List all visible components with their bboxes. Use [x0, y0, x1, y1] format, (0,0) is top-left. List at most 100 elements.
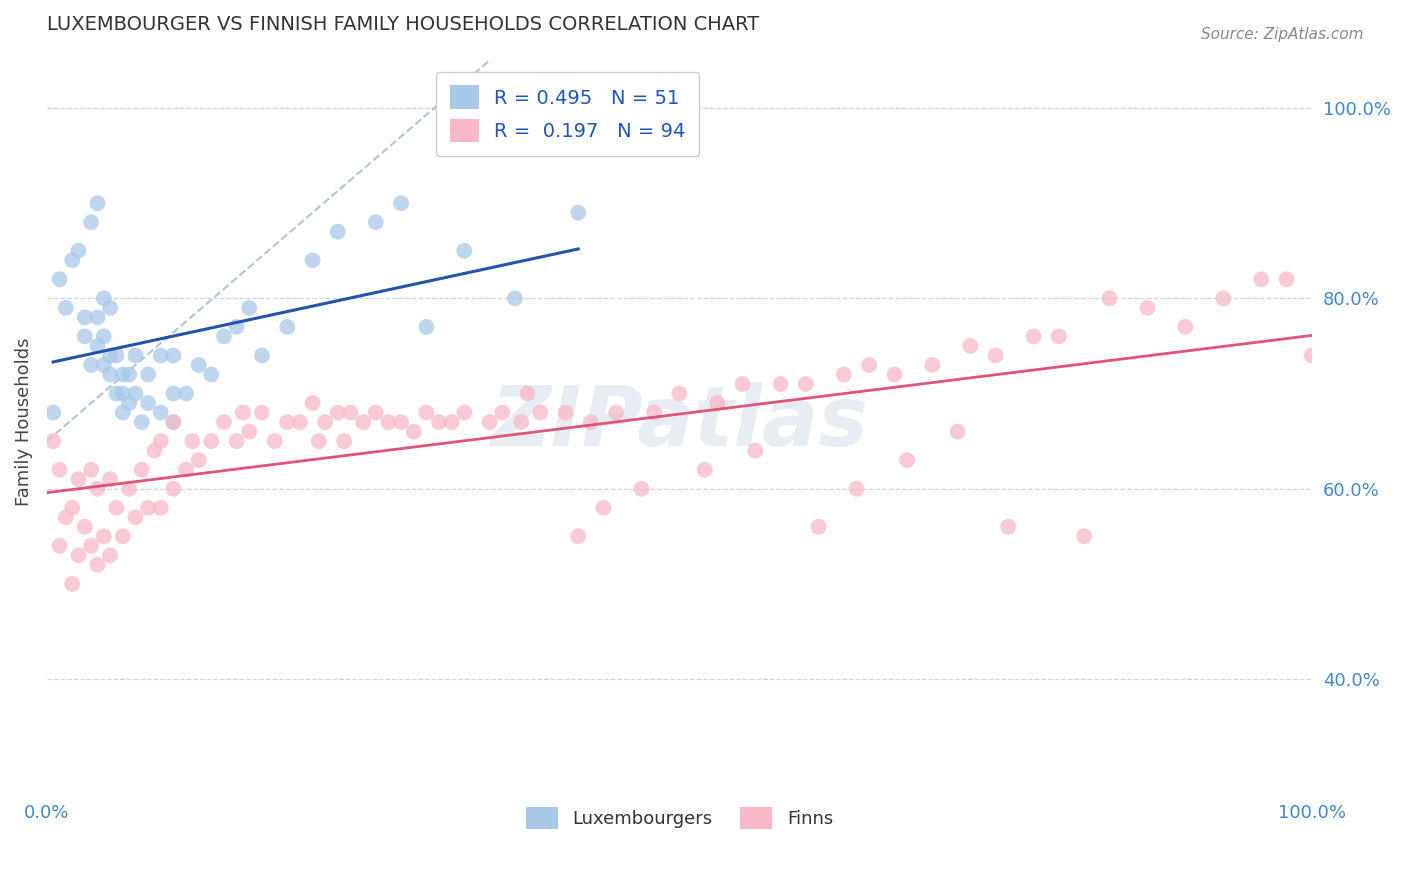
Point [643, 406, 665, 420]
Point [440, 415, 463, 429]
Point [276, 319, 298, 334]
Point [706, 396, 728, 410]
Point [1136, 301, 1159, 315]
Point [510, 415, 533, 429]
Point [832, 368, 855, 382]
Point [86, 558, 108, 572]
Point [225, 319, 247, 334]
Point [1174, 319, 1197, 334]
Point [143, 443, 166, 458]
Point [124, 510, 146, 524]
Point [984, 348, 1007, 362]
Point [1073, 529, 1095, 543]
Point [174, 463, 197, 477]
Point [377, 415, 399, 429]
Point [111, 368, 134, 382]
Point [149, 434, 172, 449]
Point [478, 415, 501, 429]
Text: ZIPatlas: ZIPatlas [491, 382, 869, 463]
Point [67, 549, 90, 563]
Point [1022, 329, 1045, 343]
Point [98, 368, 121, 382]
Point [453, 406, 475, 420]
Point [567, 205, 589, 219]
Point [105, 500, 128, 515]
Point [42, 406, 65, 420]
Point [352, 415, 374, 429]
Point [693, 463, 716, 477]
Point [333, 434, 356, 449]
Point [118, 396, 141, 410]
Point [567, 529, 589, 543]
Point [516, 386, 538, 401]
Point [301, 396, 323, 410]
Point [858, 358, 880, 372]
Point [162, 348, 184, 362]
Point [946, 425, 969, 439]
Point [80, 539, 103, 553]
Point [896, 453, 918, 467]
Point [389, 196, 412, 211]
Point [200, 368, 222, 382]
Point [93, 358, 115, 372]
Point [415, 406, 437, 420]
Point [212, 415, 235, 429]
Point [55, 301, 77, 315]
Point [48, 463, 70, 477]
Point [389, 415, 412, 429]
Point [630, 482, 652, 496]
Point [181, 434, 204, 449]
Point [111, 529, 134, 543]
Point [67, 244, 90, 258]
Point [149, 348, 172, 362]
Point [794, 377, 817, 392]
Point [67, 472, 90, 486]
Point [187, 453, 209, 467]
Point [131, 415, 153, 429]
Point [731, 377, 754, 392]
Point [162, 482, 184, 496]
Point [124, 348, 146, 362]
Point [105, 348, 128, 362]
Point [364, 406, 387, 420]
Point [225, 434, 247, 449]
Y-axis label: Family Households: Family Households [15, 338, 32, 507]
Point [364, 215, 387, 229]
Point [73, 310, 96, 325]
Point [98, 348, 121, 362]
Point [402, 425, 425, 439]
Point [111, 406, 134, 420]
Point [1047, 329, 1070, 343]
Point [136, 396, 159, 410]
Point [529, 406, 551, 420]
Point [60, 253, 83, 268]
Point [238, 425, 260, 439]
Point [453, 244, 475, 258]
Point [592, 500, 614, 515]
Point [579, 415, 602, 429]
Point [250, 348, 273, 362]
Point [301, 253, 323, 268]
Point [98, 472, 121, 486]
Point [73, 520, 96, 534]
Point [80, 463, 103, 477]
Point [162, 415, 184, 429]
Point [42, 434, 65, 449]
Point [93, 291, 115, 305]
Point [200, 434, 222, 449]
Point [491, 406, 513, 420]
Point [427, 415, 450, 429]
Point [162, 415, 184, 429]
Point [124, 386, 146, 401]
Point [554, 406, 576, 420]
Point [744, 443, 766, 458]
Point [86, 196, 108, 211]
Point [136, 368, 159, 382]
Point [308, 434, 330, 449]
Point [80, 358, 103, 372]
Point [263, 434, 285, 449]
Legend: Luxembourgers, Finns: Luxembourgers, Finns [519, 800, 841, 837]
Point [503, 291, 526, 305]
Point [118, 482, 141, 496]
Text: LUXEMBOURGER VS FINNISH FAMILY HOUSEHOLDS CORRELATION CHART: LUXEMBOURGER VS FINNISH FAMILY HOUSEHOLD… [46, 15, 759, 34]
